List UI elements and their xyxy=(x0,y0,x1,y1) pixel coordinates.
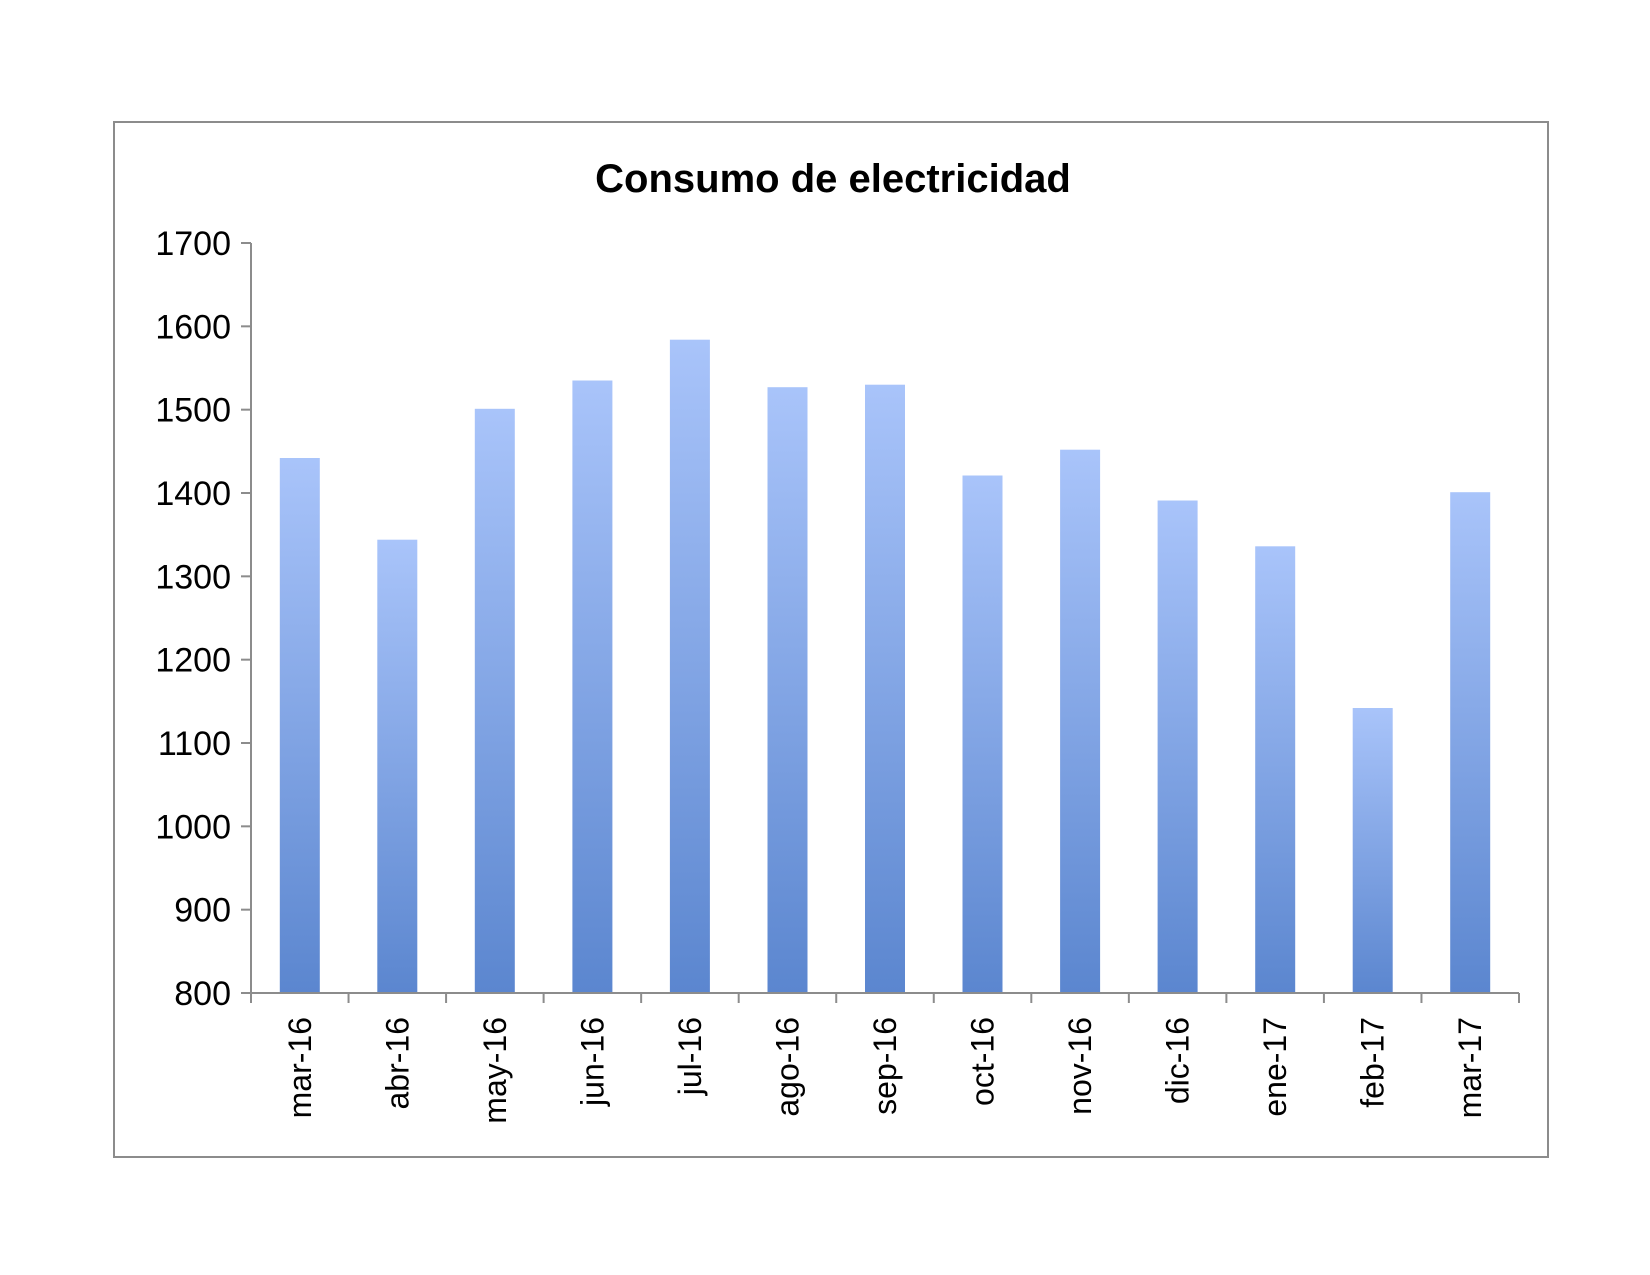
x-tick-label: ago-16 xyxy=(769,1017,805,1117)
y-tick-label: 1600 xyxy=(155,308,231,346)
y-tick-label: 800 xyxy=(174,975,231,1013)
y-tick-label: 1200 xyxy=(155,642,231,680)
bar-dic-16 xyxy=(1157,500,1198,993)
x-tick-label: oct-16 xyxy=(965,1017,1001,1106)
bar-abr-16 xyxy=(377,539,418,993)
bar-jul-16 xyxy=(669,339,710,993)
x-tick-label: ene-17 xyxy=(1257,1017,1293,1117)
bar-ene-17 xyxy=(1255,546,1296,993)
bar-ago-16 xyxy=(767,387,808,993)
x-tick-labels: mar-16 abr-16 may-16 jun-16 jul-16 ago-16 sep-… xyxy=(282,1017,1488,1124)
x-tick-label: feb-17 xyxy=(1355,1017,1391,1108)
x-tick-label: nov-16 xyxy=(1062,1017,1098,1115)
x-tick-label: jun-16 xyxy=(574,1017,610,1107)
y-tick-label: 1400 xyxy=(155,475,231,513)
axes-group xyxy=(241,242,1520,1003)
x-tick-label: may-16 xyxy=(477,1017,513,1124)
x-tick-label: mar-17 xyxy=(1452,1017,1488,1118)
y-tick-label: 1300 xyxy=(155,558,231,596)
y-tick-label: 1100 xyxy=(158,725,231,763)
y-tick-label: 1500 xyxy=(155,392,231,430)
bar-jun-16 xyxy=(572,380,613,993)
bar-mar-16 xyxy=(279,458,320,993)
bar-may-16 xyxy=(474,408,515,993)
y-tick-label: 900 xyxy=(174,892,231,930)
x-tick-label: sep-16 xyxy=(867,1017,903,1115)
x-tick-label: dic-16 xyxy=(1160,1017,1196,1104)
bar-oct-16 xyxy=(962,475,1003,993)
chart-area: Consumo de electricidad 800 900 1000 1100 12… xyxy=(113,121,1549,1158)
x-tick-label: mar-16 xyxy=(282,1017,318,1118)
x-tick-label: abr-16 xyxy=(379,1017,415,1110)
y-tick-labels: 800 900 1000 1100 1200 1300 1400 1500 1600 1700 xyxy=(155,225,231,1013)
bar-feb-17 xyxy=(1352,708,1393,993)
bars-group xyxy=(279,339,1491,993)
bar-nov-16 xyxy=(1060,449,1101,993)
y-tick-label: 1000 xyxy=(155,808,231,846)
bar-sep-16 xyxy=(865,384,905,993)
x-tick-label: jul-16 xyxy=(672,1017,708,1096)
chart-title: Consumo de electricidad xyxy=(595,157,1071,201)
y-tick-label: 1700 xyxy=(155,225,231,263)
bar-mar-17 xyxy=(1450,492,1491,993)
bar-chart: Consumo de electricidad 800 900 1000 1100 12… xyxy=(155,157,1520,1124)
